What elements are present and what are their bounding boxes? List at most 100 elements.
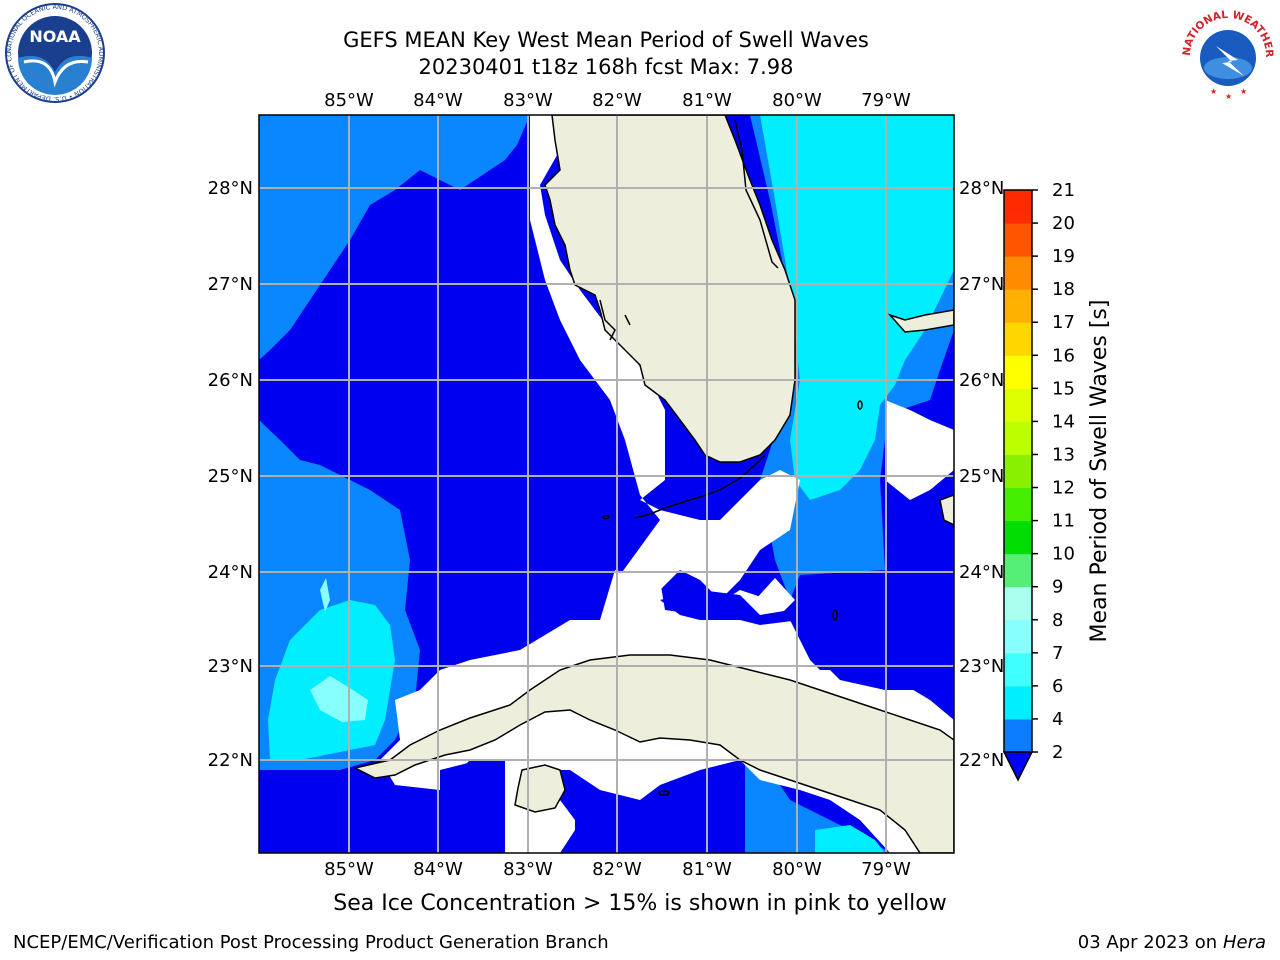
colorbar-tick-label: 18 bbox=[1052, 279, 1075, 300]
colorbar-segment bbox=[1004, 223, 1032, 257]
lon-label: 80°W bbox=[772, 90, 822, 111]
ocean-4-6-region bbox=[750, 115, 954, 600]
run-host: Hera bbox=[1222, 932, 1266, 953]
islet bbox=[658, 790, 670, 796]
map-frame bbox=[258, 114, 955, 854]
masked-shallow-region bbox=[885, 400, 954, 500]
lat-label: 28°N bbox=[959, 178, 1004, 199]
producer-credit: NCEP/EMC/Verification Post Processing Pr… bbox=[13, 932, 609, 953]
colorbar-segment bbox=[1004, 355, 1032, 389]
land-isla-juventud bbox=[514, 764, 566, 813]
land-cuba bbox=[352, 654, 954, 853]
colorbar-tick-label: 12 bbox=[1052, 478, 1075, 499]
lat-label: 27°N bbox=[208, 274, 253, 295]
ocean-2-4-region bbox=[800, 575, 930, 690]
colorbar-segment bbox=[1004, 190, 1032, 224]
colorbar-tick-label: 21 bbox=[1052, 180, 1075, 201]
lon-label: 79°W bbox=[861, 90, 911, 111]
ocean-6-8-region bbox=[760, 115, 954, 500]
latitude-labels-right: 28°N 27°N 26°N 25°N 24°N 23°N 22°N bbox=[959, 178, 1004, 771]
lon-label: 83°W bbox=[503, 859, 553, 880]
lon-label: 81°W bbox=[682, 859, 732, 880]
lon-label: 84°W bbox=[413, 859, 463, 880]
masked-shallow-region bbox=[380, 570, 954, 853]
land-grand-bahama bbox=[887, 309, 954, 333]
ocean-4-6-region bbox=[745, 760, 890, 853]
lat-label: 23°N bbox=[208, 656, 253, 677]
svg-text:★: ★ bbox=[1225, 92, 1232, 101]
colorbar-tick-label: 4 bbox=[1052, 709, 1063, 730]
lat-label: 26°N bbox=[208, 370, 253, 391]
ocean-6-8-region bbox=[268, 600, 395, 760]
lon-label: 82°W bbox=[592, 90, 642, 111]
islet bbox=[857, 400, 863, 410]
graticule bbox=[259, 115, 954, 853]
colorbar-tick-label: 11 bbox=[1052, 511, 1075, 532]
noaa-logo-text: NOAA bbox=[29, 27, 81, 46]
svg-text:★: ★ bbox=[1210, 87, 1217, 96]
longitude-labels-top: 85°W 84°W 83°W 82°W 81°W 80°W 79°W bbox=[324, 90, 911, 111]
colorbar-tick-label: 10 bbox=[1052, 544, 1075, 565]
lat-label: 25°N bbox=[208, 466, 253, 487]
lat-label: 24°N bbox=[959, 562, 1004, 583]
ocean-2-4-region bbox=[530, 770, 660, 853]
run-date-credit: 03 Apr 2023 on Hera bbox=[1078, 932, 1266, 953]
colorbar-tick-label: 15 bbox=[1052, 378, 1075, 399]
lon-label: 79°W bbox=[861, 859, 911, 880]
longitude-labels-bottom: 85°W 84°W 83°W 82°W 81°W 80°W 79°W bbox=[324, 859, 911, 880]
noaa-logo: NATIONAL OCEANIC AND ATMOSPHERIC ADMINIS… bbox=[4, 2, 105, 103]
lon-label: 84°W bbox=[413, 90, 463, 111]
islet bbox=[602, 514, 610, 520]
colorbar-segment bbox=[1004, 256, 1032, 290]
colorbar-segment bbox=[1004, 586, 1032, 621]
colorbar-tick-label: 6 bbox=[1052, 676, 1063, 697]
ocean-6-8-region bbox=[815, 825, 885, 853]
lat-label: 23°N bbox=[959, 656, 1004, 677]
lat-label: 25°N bbox=[959, 466, 1004, 487]
run-date: 03 Apr 2023 on bbox=[1077, 932, 1223, 953]
colorbar-segment bbox=[1004, 619, 1032, 654]
lat-label: 28°N bbox=[208, 178, 253, 199]
ocean-4-6-region bbox=[259, 420, 420, 770]
florida-keys bbox=[634, 454, 766, 519]
lon-label: 83°W bbox=[503, 90, 553, 111]
ocean-4-6-region bbox=[259, 115, 530, 360]
land-andros bbox=[939, 494, 954, 526]
lon-label: 81°W bbox=[682, 90, 732, 111]
ocean-2-4-region bbox=[259, 115, 954, 853]
chart-subtitle: 20230401 t18z 168h fcst Max: 7.98 bbox=[418, 55, 794, 79]
lon-label: 85°W bbox=[324, 90, 374, 111]
nws-logo: NATIONAL WEATHER SERVICE ★ ★ ★ bbox=[1178, 6, 1276, 104]
colorbar-tick-label: 9 bbox=[1052, 577, 1063, 598]
colorbar-segment bbox=[1004, 685, 1032, 720]
lat-label: 26°N bbox=[959, 370, 1004, 391]
colorbar-segment bbox=[1004, 487, 1032, 522]
colorbar: 2 4 6 7 8 9 10 11 12 13 14 15 16 17 18 19 20 21 bbox=[1002, 180, 1075, 782]
sea-ice-caption: Sea Ice Concentration > 15% is shown in … bbox=[333, 891, 947, 916]
colorbar-tick-label: 16 bbox=[1052, 345, 1075, 366]
lat-label: 22°N bbox=[208, 750, 253, 771]
colorbar-tick-label: 19 bbox=[1052, 246, 1075, 267]
colorbar-segment bbox=[1004, 553, 1032, 588]
colorbar-segment bbox=[1004, 520, 1032, 555]
lon-label: 85°W bbox=[324, 859, 374, 880]
ocean-2-4-region bbox=[440, 760, 505, 853]
colorbar-label: Mean Period of Swell Waves [s] bbox=[1087, 300, 1112, 643]
coastline-detail bbox=[734, 119, 779, 269]
colorbar-tick-label: 20 bbox=[1052, 213, 1075, 234]
colorbar-segment bbox=[1004, 454, 1032, 489]
coastline-detail bbox=[599, 299, 631, 341]
colorbar-segment bbox=[1004, 421, 1032, 455]
colorbar-segment bbox=[1004, 652, 1032, 687]
land-florida bbox=[544, 115, 796, 463]
svg-text:★: ★ bbox=[1240, 87, 1247, 96]
colorbar-extend-arrow bbox=[1002, 751, 1034, 782]
latitude-labels-left: 28°N 27°N 26°N 25°N 24°N 23°N 22°N bbox=[208, 178, 253, 771]
lon-label: 82°W bbox=[592, 859, 642, 880]
colorbar-tick-label: 7 bbox=[1052, 643, 1063, 664]
chart-title: GEFS MEAN Key West Mean Period of Swell … bbox=[343, 28, 869, 52]
lon-label: 80°W bbox=[772, 859, 822, 880]
colorbar-segment bbox=[1004, 322, 1032, 356]
colorbar-tick-label: 14 bbox=[1052, 411, 1075, 432]
colorbar-segment bbox=[1004, 289, 1032, 323]
